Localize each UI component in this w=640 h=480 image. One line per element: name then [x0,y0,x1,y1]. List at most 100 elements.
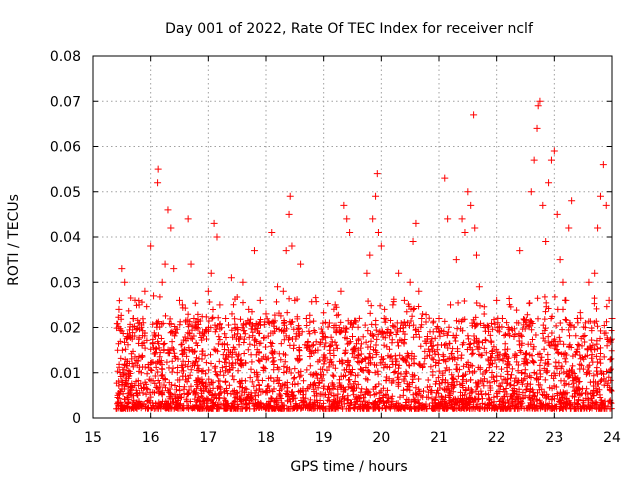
data-point [542,238,550,246]
data-point [340,201,348,209]
data-point [530,156,538,164]
data-point [115,305,123,313]
data-point [596,192,604,200]
data-point [429,342,437,350]
data-point [193,324,201,331]
data-point [534,102,542,110]
data-point [222,314,230,322]
data-point [470,111,478,119]
data-point [380,314,388,322]
data-point [464,188,472,196]
data-point [233,324,241,331]
x-tick-label: 24 [603,430,621,446]
y-tick-label: 0.02 [50,321,81,337]
x-tick-label: 21 [430,430,448,446]
data-point [447,301,455,309]
data-point [213,233,221,241]
data-point [346,228,354,236]
data-point [256,296,264,304]
data-point [349,333,356,341]
y-tick-label: 0.08 [50,49,81,65]
data-point [282,247,290,255]
data-point [150,292,158,300]
data-point [406,278,414,286]
data-point [602,201,610,209]
data-point [550,147,558,155]
data-point [331,301,339,309]
data-point [129,314,137,322]
data-point [286,192,294,200]
data-point [573,314,581,322]
data-point [135,301,143,309]
data-point [374,228,382,236]
data-point [527,188,535,196]
x-tick-label: 19 [315,430,333,446]
y-axis-label: ROTI / TECUs [6,194,22,286]
data-point [268,228,276,236]
data-point [536,97,544,105]
data-point [498,314,506,322]
data-point [369,215,377,223]
x-tick-label: 22 [488,430,506,446]
data-point [553,210,561,218]
data-point [187,260,195,268]
data-point [409,238,417,246]
data-point [383,328,391,336]
data-point [178,301,186,309]
data-point [585,278,593,286]
y-tick-label: 0.04 [50,230,81,246]
data-point [559,278,567,286]
y-tick-label: 0.06 [50,140,81,156]
x-tick-label: 18 [257,430,275,446]
data-point [418,314,426,322]
data-point [320,333,328,341]
data-point [452,256,460,264]
data-point [516,247,524,255]
data-point [510,333,518,341]
data-point [562,296,570,304]
data-point [568,197,576,205]
data-point [279,287,287,295]
data-point [504,324,512,331]
data-point [373,170,381,178]
data-point [363,269,371,277]
data-point [493,296,501,304]
data-point [161,260,169,268]
data-point [565,224,573,232]
data-point [314,346,322,354]
data-point [184,215,192,223]
data-point [471,224,479,232]
data-point [354,346,362,354]
data-point [147,242,155,250]
data-point [227,274,235,282]
y-tick-label: 0.01 [50,366,81,382]
data-point [423,333,431,341]
y-tick-label: 0 [72,411,81,427]
data-point [533,124,541,132]
data-point [458,215,466,223]
x-tick-label: 15 [84,430,102,446]
data-point [285,210,293,218]
data-point [522,351,529,359]
data-point [415,287,423,295]
data-point [605,296,613,304]
x-tick-label: 23 [545,430,563,446]
data-point [400,296,408,304]
data-point [274,283,282,291]
x-tick-label: 17 [199,430,217,446]
data-point [545,179,553,187]
data-point [245,305,253,313]
data-point [118,265,126,273]
data-point [395,269,403,277]
data-point [199,328,207,336]
data-point [164,206,172,214]
data-point [308,342,316,350]
data-point [372,192,380,200]
data-point [167,224,175,232]
plot-frame [92,55,613,419]
y-tick-label: 0.07 [50,94,81,110]
data-point [412,219,420,227]
y-tick-label: 0.05 [50,185,81,201]
data-point [291,296,299,304]
data-point [121,278,129,286]
